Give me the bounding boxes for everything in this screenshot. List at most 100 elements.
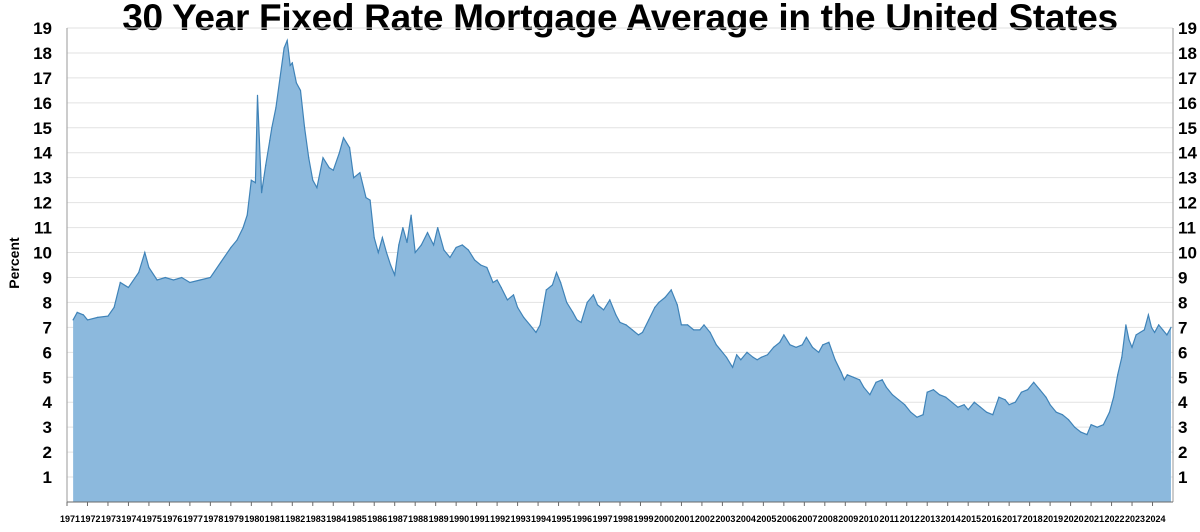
data-point [756,359,758,361]
x-tick-1979: 1979 [224,514,244,524]
y-tick-right-19: 19 [1178,19,1197,38]
data-point [406,241,408,244]
y-tick-left-17: 17 [33,69,52,88]
y-tick-right-13: 13 [1178,169,1197,188]
y-tick-left-15: 15 [33,119,52,138]
data-point [486,266,488,269]
x-tick-2001: 2001 [674,514,694,524]
data-point [687,324,689,326]
y-tick-right-18: 18 [1178,44,1197,63]
data-point [269,139,271,141]
data-point [932,389,935,391]
y-tick-right-16: 16 [1178,94,1197,113]
data-point [474,259,476,261]
data-point [789,344,791,346]
x-tick-1993: 1993 [511,514,531,524]
data-point [566,301,568,303]
data-point [398,244,400,246]
x-tick-2007: 2007 [797,514,817,524]
data-point [1131,346,1133,348]
x-tick-1989: 1989 [429,514,449,524]
data-point [746,351,748,353]
x-tick-2009: 2009 [838,514,858,524]
data-point [752,356,754,358]
data-point [410,214,412,216]
x-tick-2022: 2022 [1105,514,1125,524]
y-tick-left-13: 13 [33,169,52,188]
data-point [1170,326,1172,328]
x-tick-1986: 1986 [367,514,387,524]
data-point [275,107,277,109]
data-point [648,319,650,321]
data-point [353,177,355,179]
data-point [1135,334,1137,336]
data-point [517,306,519,308]
data-point [619,321,621,323]
x-tick-1998: 1998 [613,514,633,524]
data-point [1158,324,1160,326]
data-point [1113,396,1115,398]
data-point [852,376,855,378]
data-point [414,251,416,254]
data-point [322,157,324,159]
data-point [904,404,906,406]
x-tick-2016: 2016 [982,514,1002,524]
data-point [1166,334,1168,336]
data-point [230,246,232,249]
y-tick-right-9: 9 [1178,268,1187,287]
data-point [779,341,781,343]
data-point [938,394,941,396]
data-point [1139,331,1141,333]
x-tick-1975: 1975 [142,514,162,524]
data-point [979,406,982,408]
data-point [189,281,191,284]
data-point [72,319,74,321]
data-point [654,306,656,308]
data-point [551,284,554,286]
data-point [719,349,722,351]
x-tick-1991: 1991 [470,514,490,524]
data-point [736,354,738,356]
chart-title: 30 Year Fixed Rate Mortgage Average in t… [122,0,1118,38]
data-point [801,344,803,346]
data-point [246,214,248,216]
y-tick-left-10: 10 [33,244,52,263]
data-point [342,137,345,139]
data-point [609,299,611,301]
x-tick-1978: 1978 [203,514,223,524]
data-point [338,152,340,154]
data-point [332,169,334,171]
data-point [828,341,830,343]
x-tick-1999: 1999 [633,514,653,524]
data-point [699,329,701,331]
data-point [437,227,439,229]
data-point [1049,404,1051,406]
y-tick-right-17: 17 [1178,69,1197,88]
data-point [715,344,717,346]
x-tick-1971: 1971 [60,514,80,524]
x-tick-2011: 2011 [879,514,899,524]
x-tick-1987: 1987 [388,514,408,524]
x-tick-2014: 2014 [941,514,961,524]
data-point [572,311,574,313]
data-point [365,197,367,199]
data-point [308,157,310,159]
data-point [631,329,633,331]
data-point [535,331,537,333]
data-point [740,359,742,361]
y-tick-left-5: 5 [43,368,52,387]
data-point [289,64,291,66]
y-tick-left-4: 4 [43,393,53,412]
x-tick-2015: 2015 [961,514,981,524]
data-point [349,147,351,149]
data-point [1027,389,1029,391]
data-point [316,187,318,189]
y-tick-right-11: 11 [1178,219,1196,238]
data-point [381,237,383,239]
data-point [1128,339,1130,341]
data-point [304,127,306,129]
y-tick-right-7: 7 [1178,318,1187,337]
data-point [1086,434,1088,436]
y-tick-right-3: 3 [1178,418,1187,437]
data-point [461,244,463,246]
